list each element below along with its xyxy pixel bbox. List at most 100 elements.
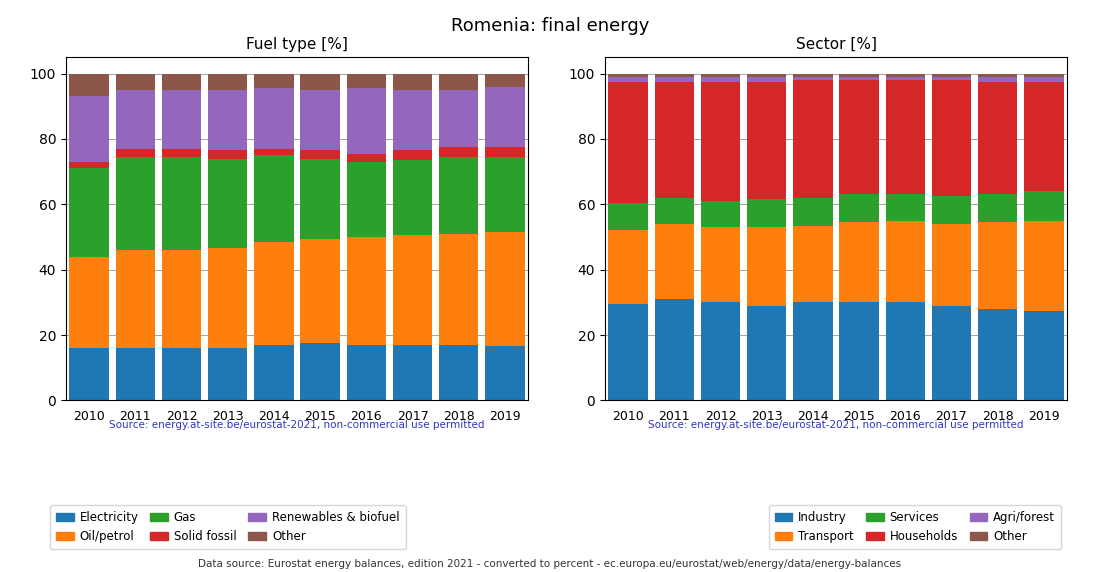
Bar	[393, 345, 432, 400]
Bar	[346, 74, 386, 88]
Bar	[254, 74, 294, 88]
Bar	[839, 74, 879, 77]
Bar	[886, 303, 925, 400]
Bar	[701, 74, 740, 77]
Bar	[608, 202, 648, 231]
Bar	[116, 90, 155, 149]
Bar	[793, 225, 833, 303]
Bar	[254, 242, 294, 345]
Bar	[793, 303, 833, 400]
Bar	[747, 77, 786, 82]
Bar	[978, 309, 1018, 400]
Bar	[701, 303, 740, 400]
Bar	[886, 77, 925, 80]
Bar	[162, 157, 201, 250]
Bar	[1024, 221, 1064, 311]
Bar	[932, 305, 971, 400]
Bar	[300, 239, 340, 343]
Bar	[439, 157, 478, 234]
Bar	[162, 74, 201, 90]
Bar	[978, 194, 1018, 223]
Bar	[208, 248, 248, 348]
Bar	[701, 201, 740, 227]
Bar	[439, 234, 478, 345]
Bar	[747, 305, 786, 400]
Bar	[300, 343, 340, 400]
Text: Source: energy.at-site.be/eurostat-2021, non-commercial use permitted: Source: energy.at-site.be/eurostat-2021,…	[648, 420, 1024, 430]
Bar	[793, 198, 833, 225]
Bar	[1024, 74, 1064, 77]
Bar	[346, 237, 386, 345]
Bar	[300, 158, 340, 239]
Bar	[439, 345, 478, 400]
Bar	[793, 74, 833, 77]
Text: Data source: Eurostat energy balances, edition 2021 - converted to percent - ec.: Data source: Eurostat energy balances, e…	[198, 559, 902, 569]
Bar	[886, 221, 925, 303]
Bar	[747, 74, 786, 77]
Bar	[654, 74, 694, 77]
Bar	[393, 74, 432, 90]
Bar	[932, 196, 971, 224]
Bar	[886, 194, 925, 221]
Bar	[393, 160, 432, 235]
Bar	[932, 74, 971, 77]
Bar	[208, 74, 248, 90]
Bar	[608, 77, 648, 82]
Bar	[608, 304, 648, 400]
Bar	[393, 150, 432, 160]
Bar	[485, 86, 525, 147]
Bar	[162, 90, 201, 149]
Bar	[208, 348, 248, 400]
Bar	[69, 162, 109, 168]
Bar	[485, 157, 525, 232]
Bar	[439, 147, 478, 157]
Bar	[747, 200, 786, 227]
Bar	[839, 303, 879, 400]
Bar	[116, 74, 155, 90]
Bar	[69, 97, 109, 162]
Bar	[393, 90, 432, 150]
Bar	[654, 198, 694, 224]
Bar	[978, 74, 1018, 77]
Bar	[701, 77, 740, 82]
Bar	[886, 74, 925, 77]
Bar	[254, 155, 294, 242]
Bar	[485, 347, 525, 400]
Bar	[116, 348, 155, 400]
Bar	[932, 77, 971, 80]
Bar	[1024, 191, 1064, 221]
Bar	[69, 168, 109, 257]
Bar	[162, 149, 201, 157]
Bar	[300, 90, 340, 150]
Bar	[116, 149, 155, 157]
Bar	[485, 74, 525, 86]
Bar	[346, 162, 386, 237]
Bar	[439, 90, 478, 147]
Legend: Electricity, Oil/petrol, Gas, Solid fossil, Renewables & biofuel, Other: Electricity, Oil/petrol, Gas, Solid foss…	[50, 505, 406, 549]
Text: Romenia: final energy: Romenia: final energy	[451, 17, 649, 35]
Bar	[932, 80, 971, 196]
Legend: Industry, Transport, Services, Households, Agri/forest, Other: Industry, Transport, Services, Household…	[769, 505, 1062, 549]
Bar	[485, 147, 525, 157]
Title: Fuel type [%]: Fuel type [%]	[246, 37, 348, 52]
Bar	[654, 77, 694, 82]
Bar	[346, 345, 386, 400]
Bar	[886, 80, 925, 194]
Bar	[608, 82, 648, 202]
Bar	[978, 77, 1018, 82]
Bar	[208, 158, 248, 248]
Bar	[162, 250, 201, 348]
Bar	[793, 80, 833, 198]
Bar	[254, 149, 294, 155]
Text: Source: energy.at-site.be/eurostat-2021, non-commercial use permitted: Source: energy.at-site.be/eurostat-2021,…	[109, 420, 485, 430]
Bar	[346, 154, 386, 162]
Bar	[393, 235, 432, 345]
Bar	[300, 74, 340, 90]
Bar	[254, 88, 294, 149]
Bar	[747, 227, 786, 305]
Bar	[208, 90, 248, 150]
Bar	[701, 82, 740, 201]
Bar	[654, 224, 694, 299]
Title: Sector [%]: Sector [%]	[795, 37, 877, 52]
Bar	[839, 80, 879, 194]
